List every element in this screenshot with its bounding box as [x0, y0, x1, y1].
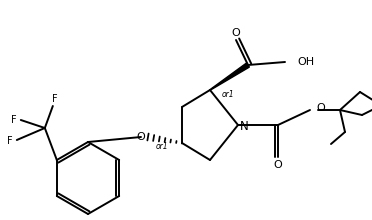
- Text: N: N: [240, 119, 248, 132]
- Text: O: O: [232, 28, 240, 38]
- Text: O: O: [274, 160, 282, 170]
- Text: OH: OH: [297, 57, 314, 67]
- Text: O: O: [316, 103, 325, 113]
- Text: F: F: [52, 94, 58, 104]
- Text: F: F: [7, 136, 13, 146]
- Polygon shape: [210, 63, 249, 90]
- Text: or1: or1: [222, 90, 234, 99]
- Text: or1: or1: [156, 141, 168, 150]
- Text: O: O: [137, 132, 145, 142]
- Text: F: F: [11, 115, 17, 125]
